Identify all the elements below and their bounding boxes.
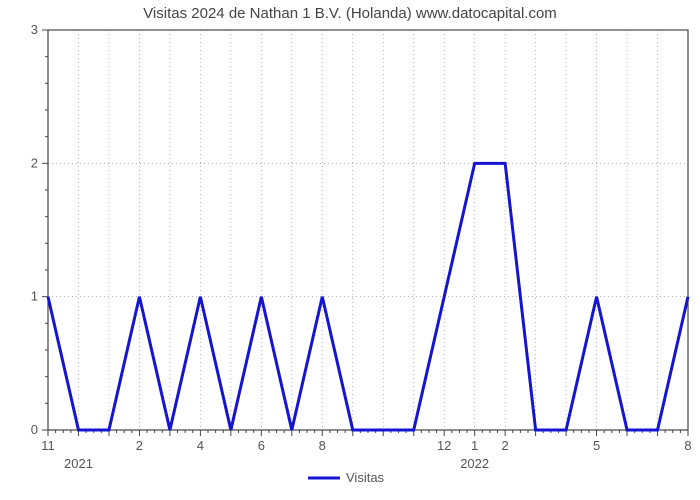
x-tick-label: 5 — [593, 438, 600, 453]
x-tick-label: 4 — [197, 438, 204, 453]
x-year-label: 2021 — [64, 456, 93, 471]
y-tick-label: 3 — [31, 22, 38, 37]
chart-title: Visitas 2024 de Nathan 1 B.V. (Holanda) … — [143, 5, 557, 22]
x-tick-label: 2 — [136, 438, 143, 453]
chart-container: Visitas 2024 de Nathan 1 B.V. (Holanda) … — [0, 0, 700, 500]
x-tick-label: 8 — [684, 438, 691, 453]
y-tick-label: 2 — [31, 155, 38, 170]
x-tick-label: 2 — [502, 438, 509, 453]
x-tick-label: 12 — [437, 438, 451, 453]
y-tick-label: 0 — [31, 422, 38, 437]
x-tick-label: 8 — [319, 438, 326, 453]
x-tick-label: 6 — [258, 438, 265, 453]
x-year-label: 2022 — [460, 456, 489, 471]
y-tick-label: 1 — [31, 289, 38, 304]
x-tick-label: 1 — [471, 438, 478, 453]
legend-label: Visitas — [346, 470, 385, 485]
x-tick-label: 11 — [41, 438, 55, 453]
visits-line-chart: Visitas 2024 de Nathan 1 B.V. (Holanda) … — [0, 0, 700, 500]
